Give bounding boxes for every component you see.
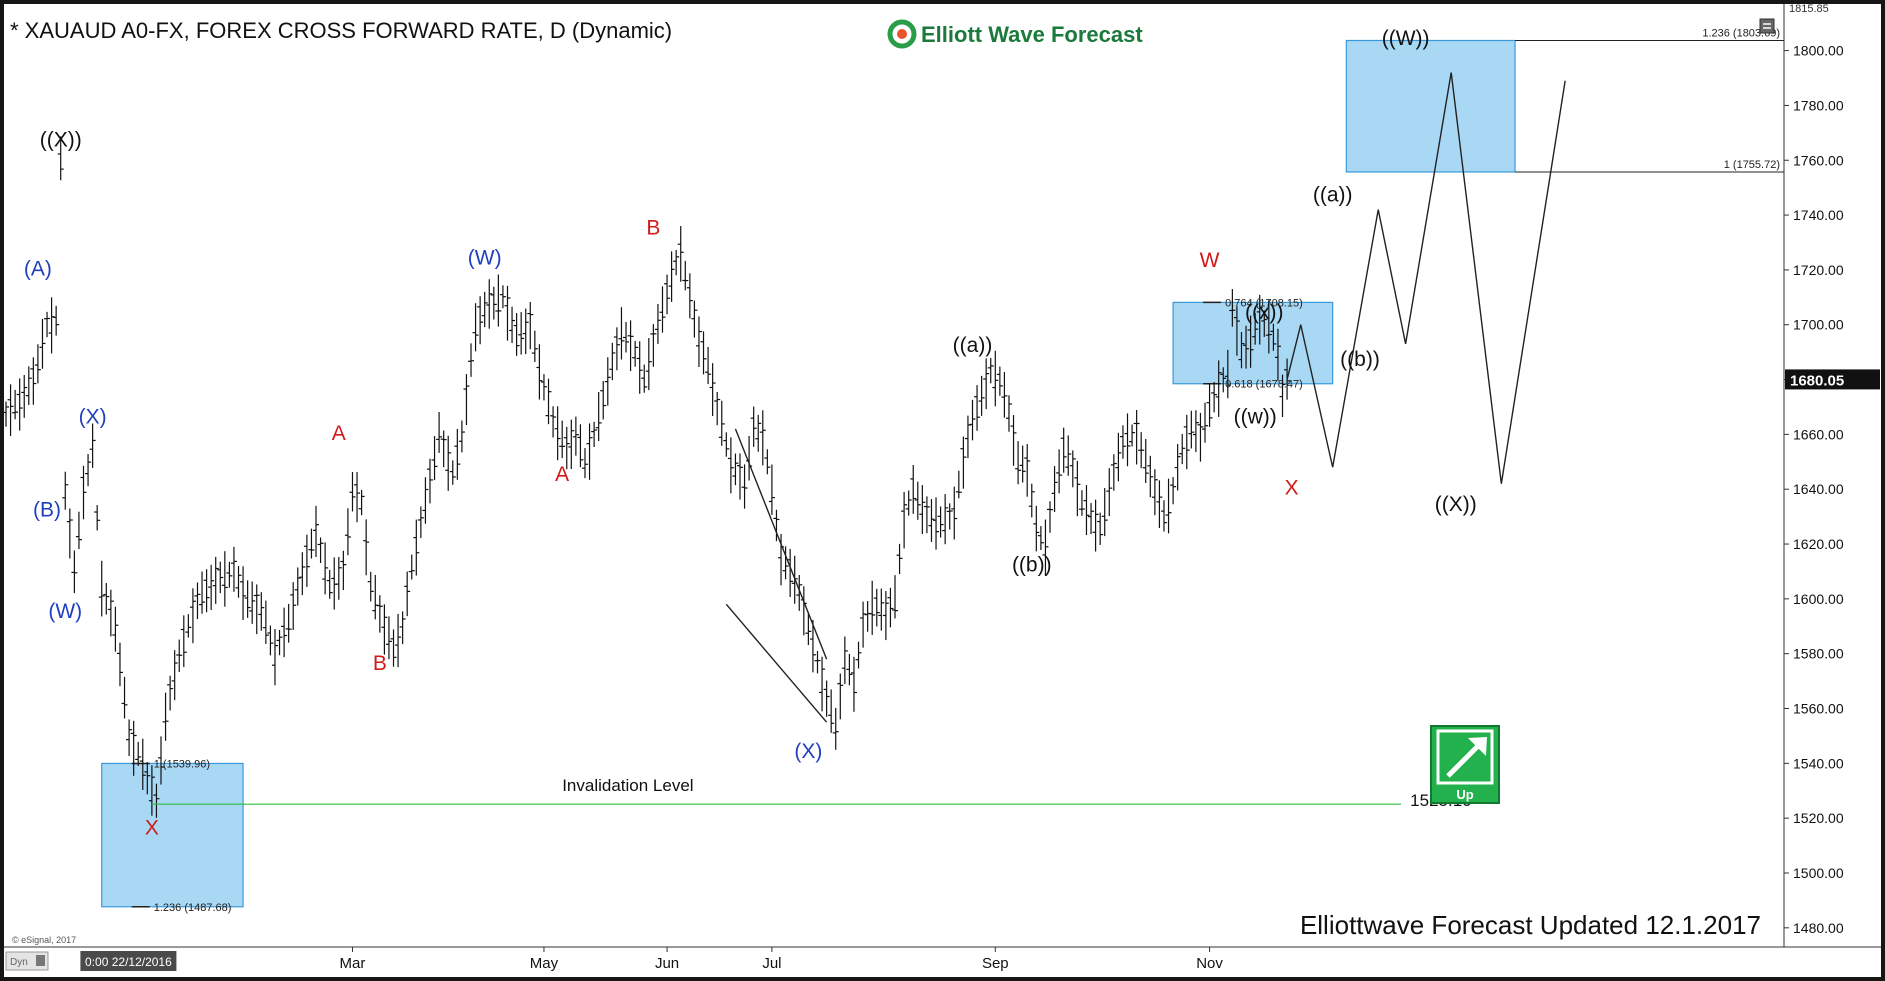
- y-tick-label: 1640.00: [1793, 481, 1844, 497]
- up-badge-label: Up: [1456, 787, 1473, 802]
- x-tick-label: Mar: [340, 955, 366, 972]
- y-tick-label: 1600.00: [1793, 591, 1844, 607]
- up-badge[interactable]: Up: [1430, 725, 1500, 804]
- chart-title: * XAUAUD A0-FX, FOREX CROSS FORWARD RATE…: [10, 18, 672, 43]
- wave-label: ((b)): [1012, 553, 1052, 576]
- y-tick-label: 1720.00: [1793, 262, 1844, 278]
- target-boxes: 1 (1539.96) 1.236 (1487.68) 0.764 (1708.15…: [101, 39, 1516, 914]
- wave-label: A: [555, 463, 569, 486]
- wave-label: (W): [468, 246, 502, 269]
- corner-button[interactable]: Dyn: [5, 951, 49, 971]
- x-tick-label: Sep: [982, 955, 1009, 972]
- last-price-label: 1680.05: [1790, 372, 1844, 389]
- fib-level-label: 1 (1539.96): [154, 758, 210, 770]
- wave-label: (A): [24, 257, 52, 280]
- wave-label: (X): [79, 405, 107, 428]
- updated-note: Elliottwave Forecast Updated 12.1.2017: [1300, 910, 1761, 940]
- fib-level-label: 1.236 (1487.68): [154, 902, 232, 914]
- fib-target-box: [1172, 301, 1334, 385]
- logo-icon: [887, 19, 917, 49]
- y-tick-label: 1740.00: [1793, 207, 1844, 223]
- wave-label: X: [1285, 477, 1299, 500]
- y-tick-label: 1660.00: [1793, 426, 1844, 442]
- chart-background: [4, 4, 1881, 977]
- wave-label: X: [145, 817, 159, 840]
- fib-target-box: [1345, 39, 1516, 173]
- wave-label: ((a)): [953, 334, 993, 357]
- wave-label: ((b)): [1340, 348, 1380, 371]
- wave-lines: [725, 72, 1566, 723]
- fib-level-label: 0.764 (1708.15): [1225, 297, 1303, 309]
- wave-label: A: [332, 422, 346, 445]
- panel-menu[interactable]: [1759, 18, 1775, 34]
- y-tick-label: 1620.00: [1793, 536, 1844, 552]
- cursor-date-label: 0:00 22/12/2016: [85, 955, 172, 969]
- fib-extension-label: 1 (1755.72): [1724, 159, 1780, 171]
- cursor-date-box: [80, 951, 177, 971]
- x-tick-label: Jun: [655, 955, 679, 972]
- wave-label: ((W)): [1382, 27, 1430, 50]
- invalidation-label: Invalidation Level: [562, 776, 693, 795]
- wave-label: (B): [33, 499, 61, 522]
- x-axis-ticks: 0:00 22/12/2016 Mar May Jun Jul Sep Nov: [80, 947, 1223, 972]
- y-tick-label: 1480.00: [1793, 920, 1844, 936]
- dyn-icon: [36, 955, 45, 966]
- y-top-label: 1815.85: [1789, 3, 1829, 15]
- y-tick-label: 1520.00: [1793, 810, 1844, 826]
- esignal-credit: © eSignal, 2017: [12, 935, 76, 945]
- x-tick-label: Jul: [762, 955, 781, 972]
- x-tick-label: May: [530, 955, 559, 972]
- wave-label: ((a)): [1313, 183, 1353, 206]
- wave-labels: ((X)) (A) (X) (B) (W) X A B (W) A B (X) ((a)) ((b)) W (…: [24, 27, 1477, 839]
- wave-label: B: [646, 216, 660, 239]
- arrow-up-right-icon-frame: [1436, 729, 1494, 785]
- up-badge-box[interactable]: [1430, 725, 1500, 804]
- wave-label: W: [1200, 249, 1220, 272]
- y-tick-label: 1500.00: [1793, 865, 1844, 881]
- forecast-path: [1286, 72, 1566, 484]
- wave-label: ((X)): [40, 129, 82, 152]
- x-tick-label: Nov: [1196, 955, 1223, 972]
- wave-label: (X): [794, 740, 822, 763]
- dyn-label: Dyn: [10, 957, 28, 968]
- brand-name: Elliott Wave Forecast: [921, 22, 1143, 47]
- y-tick-label: 1700.00: [1793, 317, 1844, 333]
- wedge-line: [734, 428, 828, 660]
- y-axis-ticks: 1480.00 1500.00 1520.00 1540.00 1560.00 1580.…: [1784, 3, 1880, 936]
- y-tick-label: 1560.00: [1793, 701, 1844, 717]
- y-axis-panel: [1784, 4, 1881, 977]
- brand-logo: Elliott Wave Forecast: [887, 19, 1143, 49]
- wave-label: ((x)): [1245, 301, 1283, 324]
- y-tick-label: 1540.00: [1793, 755, 1844, 771]
- logo-icon-core: [897, 29, 907, 39]
- y-tick-label: 1780.00: [1793, 97, 1844, 113]
- last-price-marker: [1785, 369, 1880, 390]
- fib-target-box: [101, 762, 244, 908]
- wave-label: B: [373, 652, 387, 675]
- arrow-up-right-icon-head: [1468, 737, 1487, 756]
- fib-level-label: 0.618 (1678.47): [1225, 379, 1303, 391]
- wedge-line: [725, 603, 828, 723]
- ohlc-bars: [3, 136, 1291, 818]
- y-tick-label: 1580.00: [1793, 646, 1844, 662]
- menu-icon[interactable]: [1759, 18, 1775, 34]
- wave-label: (W): [48, 600, 82, 623]
- wave-label: ((w)): [1234, 405, 1277, 428]
- wave-label: ((X)): [1435, 493, 1477, 516]
- y-tick-label: 1800.00: [1793, 43, 1844, 59]
- y-tick-label: 1760.00: [1793, 152, 1844, 168]
